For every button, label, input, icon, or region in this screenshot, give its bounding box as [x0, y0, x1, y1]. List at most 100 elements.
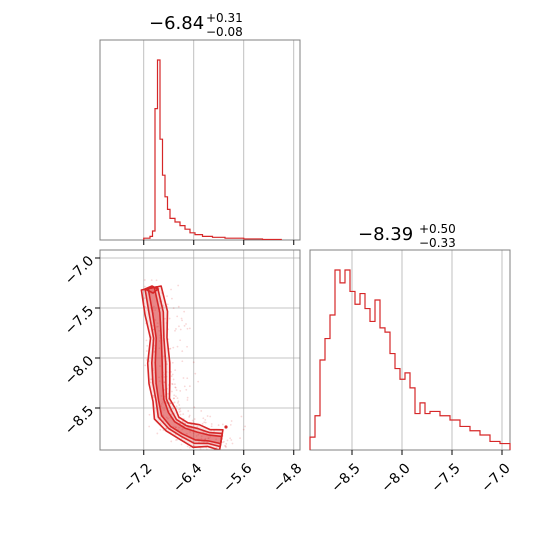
hist-param-2-bin-30 — [490, 441, 500, 450]
joint-sample-dot — [150, 292, 152, 295]
joint-sample-dot — [175, 426, 177, 429]
joint-contour-inner — [147, 286, 223, 445]
hist-param-2-bin-2 — [320, 360, 325, 450]
joint-sample-dot — [197, 380, 200, 383]
joint-sample-dot — [183, 385, 186, 388]
joint-sample-dot — [185, 323, 187, 325]
joint-sample-dot — [204, 437, 207, 440]
joint-sample-dot — [169, 402, 172, 405]
joint-sample-dot — [223, 440, 225, 443]
hist-param-2-bin-3 — [325, 339, 330, 450]
hist-param-2-bin-24 — [430, 411, 440, 450]
joint-sample-dot — [171, 390, 173, 393]
joint-sample-dot — [176, 345, 179, 348]
joint-sample-dot — [188, 415, 191, 418]
joint-sample-dot — [226, 439, 229, 442]
joint-sample-dot — [170, 288, 172, 291]
joint-sample-dot — [149, 381, 152, 384]
joint-sample-dot — [186, 396, 189, 399]
joint-sample-dot — [221, 453, 223, 455]
joint-sample-dot — [165, 427, 168, 430]
joint-sample-dot — [210, 425, 213, 428]
joint-sample-dot — [229, 437, 232, 440]
joint-contour-outer — [140, 285, 224, 450]
joint-sample-dot — [182, 413, 185, 416]
joint-sample-dot — [156, 432, 159, 435]
hist-param-1-bin-18 — [244, 239, 263, 240]
joint-sample-dot — [213, 430, 215, 432]
hist-param-2-bin-0 — [310, 437, 315, 450]
joint-sample-dot — [159, 307, 162, 310]
hist-param-2-bin-27 — [460, 426, 470, 450]
joint-sample-dot — [166, 295, 168, 298]
joint-sample-dot — [152, 328, 155, 331]
joint-sample-dot — [179, 339, 182, 342]
title-param-1-plus: +0.31 — [206, 11, 243, 25]
joint-sample-dot — [197, 433, 200, 436]
joint-sample-dot — [203, 421, 206, 424]
joint-sample-dot — [230, 439, 233, 441]
joint-sample-dot — [157, 325, 159, 328]
hist-param-1-bin-2 — [153, 231, 156, 240]
panel-titles: −6.84 +0.31 −0.08 −8.39 +0.50 −0.33 — [149, 11, 456, 250]
joint-sample-dot — [239, 437, 241, 440]
joint-sample-dot — [148, 413, 151, 416]
joint-sample-dot — [153, 344, 156, 347]
hist-param-2-bin-5 — [335, 270, 340, 450]
joint-sample-dot — [200, 437, 203, 440]
joint-sample-dot — [178, 426, 180, 429]
hist-param-2-bin-22 — [420, 403, 425, 450]
joint-sample-dot — [192, 432, 195, 435]
joint-sample-dot — [172, 407, 174, 410]
joint-sample-dot — [173, 397, 175, 400]
joint-sample-dot — [163, 381, 166, 384]
joint-sample-dot — [186, 399, 189, 401]
joint-sample-dot — [181, 428, 184, 431]
joint-sample-dot — [208, 437, 210, 440]
joint-sample-dot — [176, 438, 179, 441]
joint-sample-dot — [154, 309, 157, 312]
joint-sample-dot — [177, 402, 179, 404]
joint-ytick-label-2: −8.0 — [62, 353, 97, 388]
joint-sample-dot — [174, 383, 176, 386]
joint-sample-dot — [166, 303, 169, 306]
hist-param-2-frame — [309, 249, 511, 451]
joint-sample-dot — [156, 325, 158, 328]
joint-sample-dot — [168, 317, 171, 320]
joint-sample-dot — [169, 402, 172, 405]
joint-sample-dot — [201, 422, 204, 425]
joint-sample-dot — [152, 394, 155, 397]
joint-sample-dot — [219, 463, 221, 465]
joint-xtick-label-0: −7.2 — [120, 460, 155, 495]
joint-sample-dot — [182, 427, 184, 430]
joint-sample-dot — [159, 365, 161, 367]
joint-sample-dot — [180, 443, 183, 446]
hist-param-2-bin-6 — [340, 283, 345, 450]
joint-sample-dot — [213, 455, 215, 457]
hist-param-2-bin-10 — [360, 294, 365, 450]
hist-param-2-bin-9 — [355, 304, 360, 450]
joint-sample-dot — [244, 425, 246, 428]
joint-sample-dot — [170, 413, 173, 416]
hist-param-1-bin-13 — [190, 233, 195, 240]
hist-param-2-xtick-label-1: −8.0 — [378, 460, 413, 495]
joint-sample-dot — [240, 415, 243, 418]
joint-sample-dot — [216, 453, 218, 455]
joint-sample-dot — [167, 417, 169, 420]
joint-xtick-label-2: −5.6 — [220, 460, 255, 495]
hist-param-2-bin-16 — [390, 354, 395, 450]
joint-sample-dot — [162, 306, 165, 309]
joint-sample-dot — [204, 418, 207, 421]
joint-sample-dot — [146, 344, 149, 347]
joint-sample-dot — [221, 441, 224, 444]
title-param-1-minus: −0.08 — [206, 25, 243, 39]
joint-sample-dot — [182, 377, 185, 379]
joint-sample-dot — [179, 328, 182, 331]
joint-sample-dot — [160, 405, 163, 408]
hist-param-1-step-line — [143, 59, 282, 241]
joint-sample-dot — [150, 279, 153, 282]
joint-sample-dot — [188, 414, 191, 417]
joint-sample-dot — [164, 317, 166, 320]
joint-sample-dot — [208, 453, 210, 455]
joint-sample-dot — [208, 452, 210, 454]
